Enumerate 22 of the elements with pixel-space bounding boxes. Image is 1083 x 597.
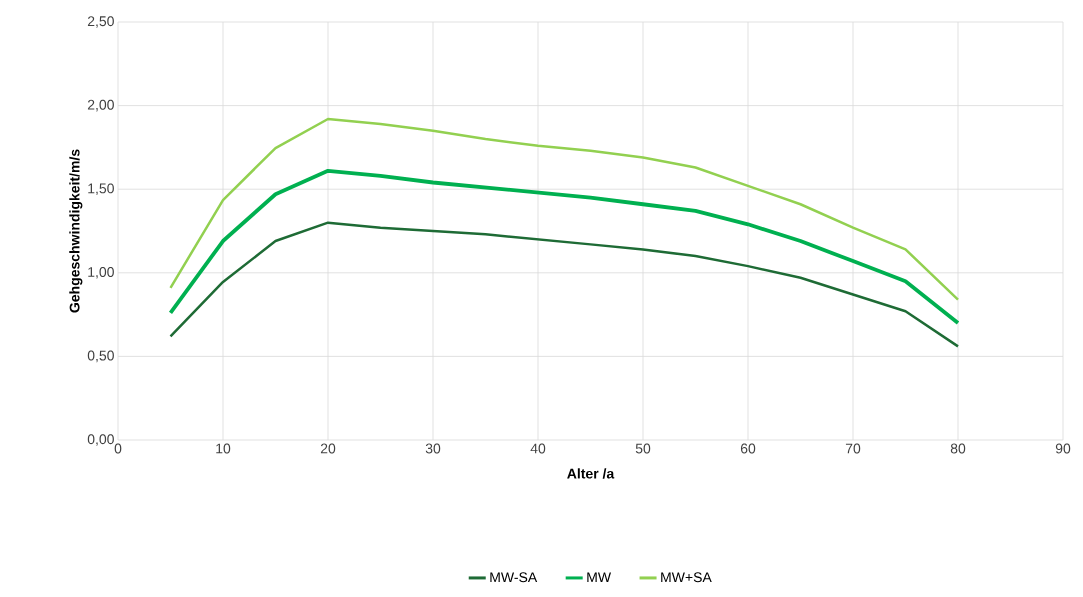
y-tick-label: 1,50 — [88, 183, 114, 195]
y-tick-label: 2,50 — [87, 16, 114, 28]
y-axis-title: Gehgeschwindigkeit/m/s — [69, 149, 83, 313]
x-tick-label: 80 — [950, 443, 966, 454]
legend-label: MW+SA — [661, 572, 712, 583]
y-tick-label: 1,00 — [88, 267, 114, 279]
x-tick-label: 20 — [320, 443, 336, 454]
x-tick-label: 10 — [216, 443, 231, 454]
x-tick-label: 60 — [740, 443, 756, 454]
x-tick-label: 90 — [1055, 443, 1071, 454]
y-tick-label: 0,00 — [87, 434, 114, 446]
y-tick-label: 0,50 — [87, 350, 114, 363]
line-series — [169, 117, 960, 301]
legend-label: MW-SA — [490, 572, 538, 583]
x-tick-label: 70 — [845, 443, 861, 454]
legend-label: MW — [587, 572, 612, 583]
y-tick-label: 2,00 — [87, 99, 114, 112]
x-tick-label: 50 — [635, 443, 651, 454]
x-tick-label: 0 — [114, 443, 122, 454]
x-axis-title: Alter /a — [567, 468, 615, 479]
x-tick-label: 30 — [425, 443, 441, 454]
x-tick-label: 40 — [530, 443, 546, 454]
